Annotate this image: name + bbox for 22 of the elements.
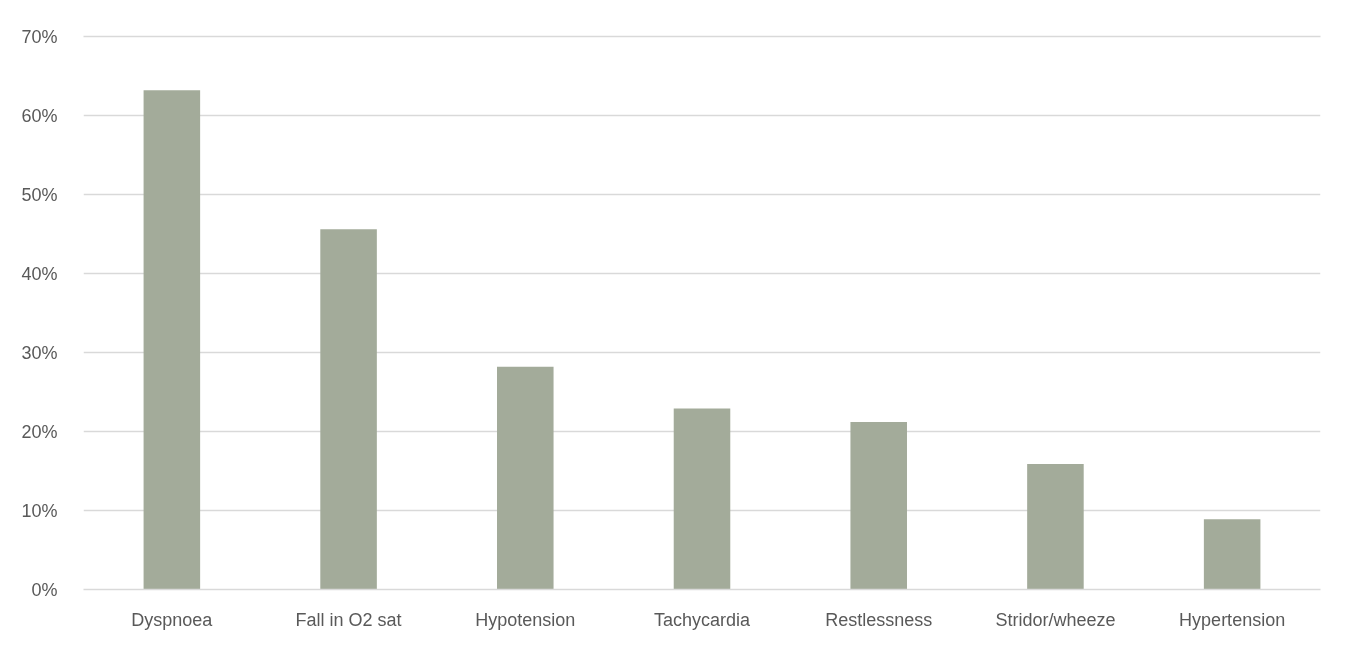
y-tick-label: 20% [21,421,58,442]
y-tick-label: 10% [21,500,58,521]
bar [850,422,907,590]
bar [497,366,554,590]
y-tick-label: 0% [31,579,58,600]
y-tick-label: 70% [21,26,58,47]
y-tick-label: 50% [21,184,58,205]
x-tick-label: Tachycardia [653,609,752,630]
bar [1027,463,1084,590]
x-tick-label: Dyspnoea [131,609,214,630]
y-tick-label: 40% [21,263,58,284]
bar [1203,519,1261,590]
y-tick-label: 30% [21,342,58,363]
x-tick-label: Hypotension [475,609,576,630]
x-tick-label: Stridor/wheeze [995,609,1116,630]
y-tick-label: 60% [21,105,58,126]
x-tick-label: Fall in O2 sat [295,609,402,630]
x-tick-label: Restlessness [825,609,933,630]
x-tick-label: Hypertension [1179,609,1286,630]
bar [673,408,731,590]
bar [320,229,377,590]
bar [143,90,201,590]
